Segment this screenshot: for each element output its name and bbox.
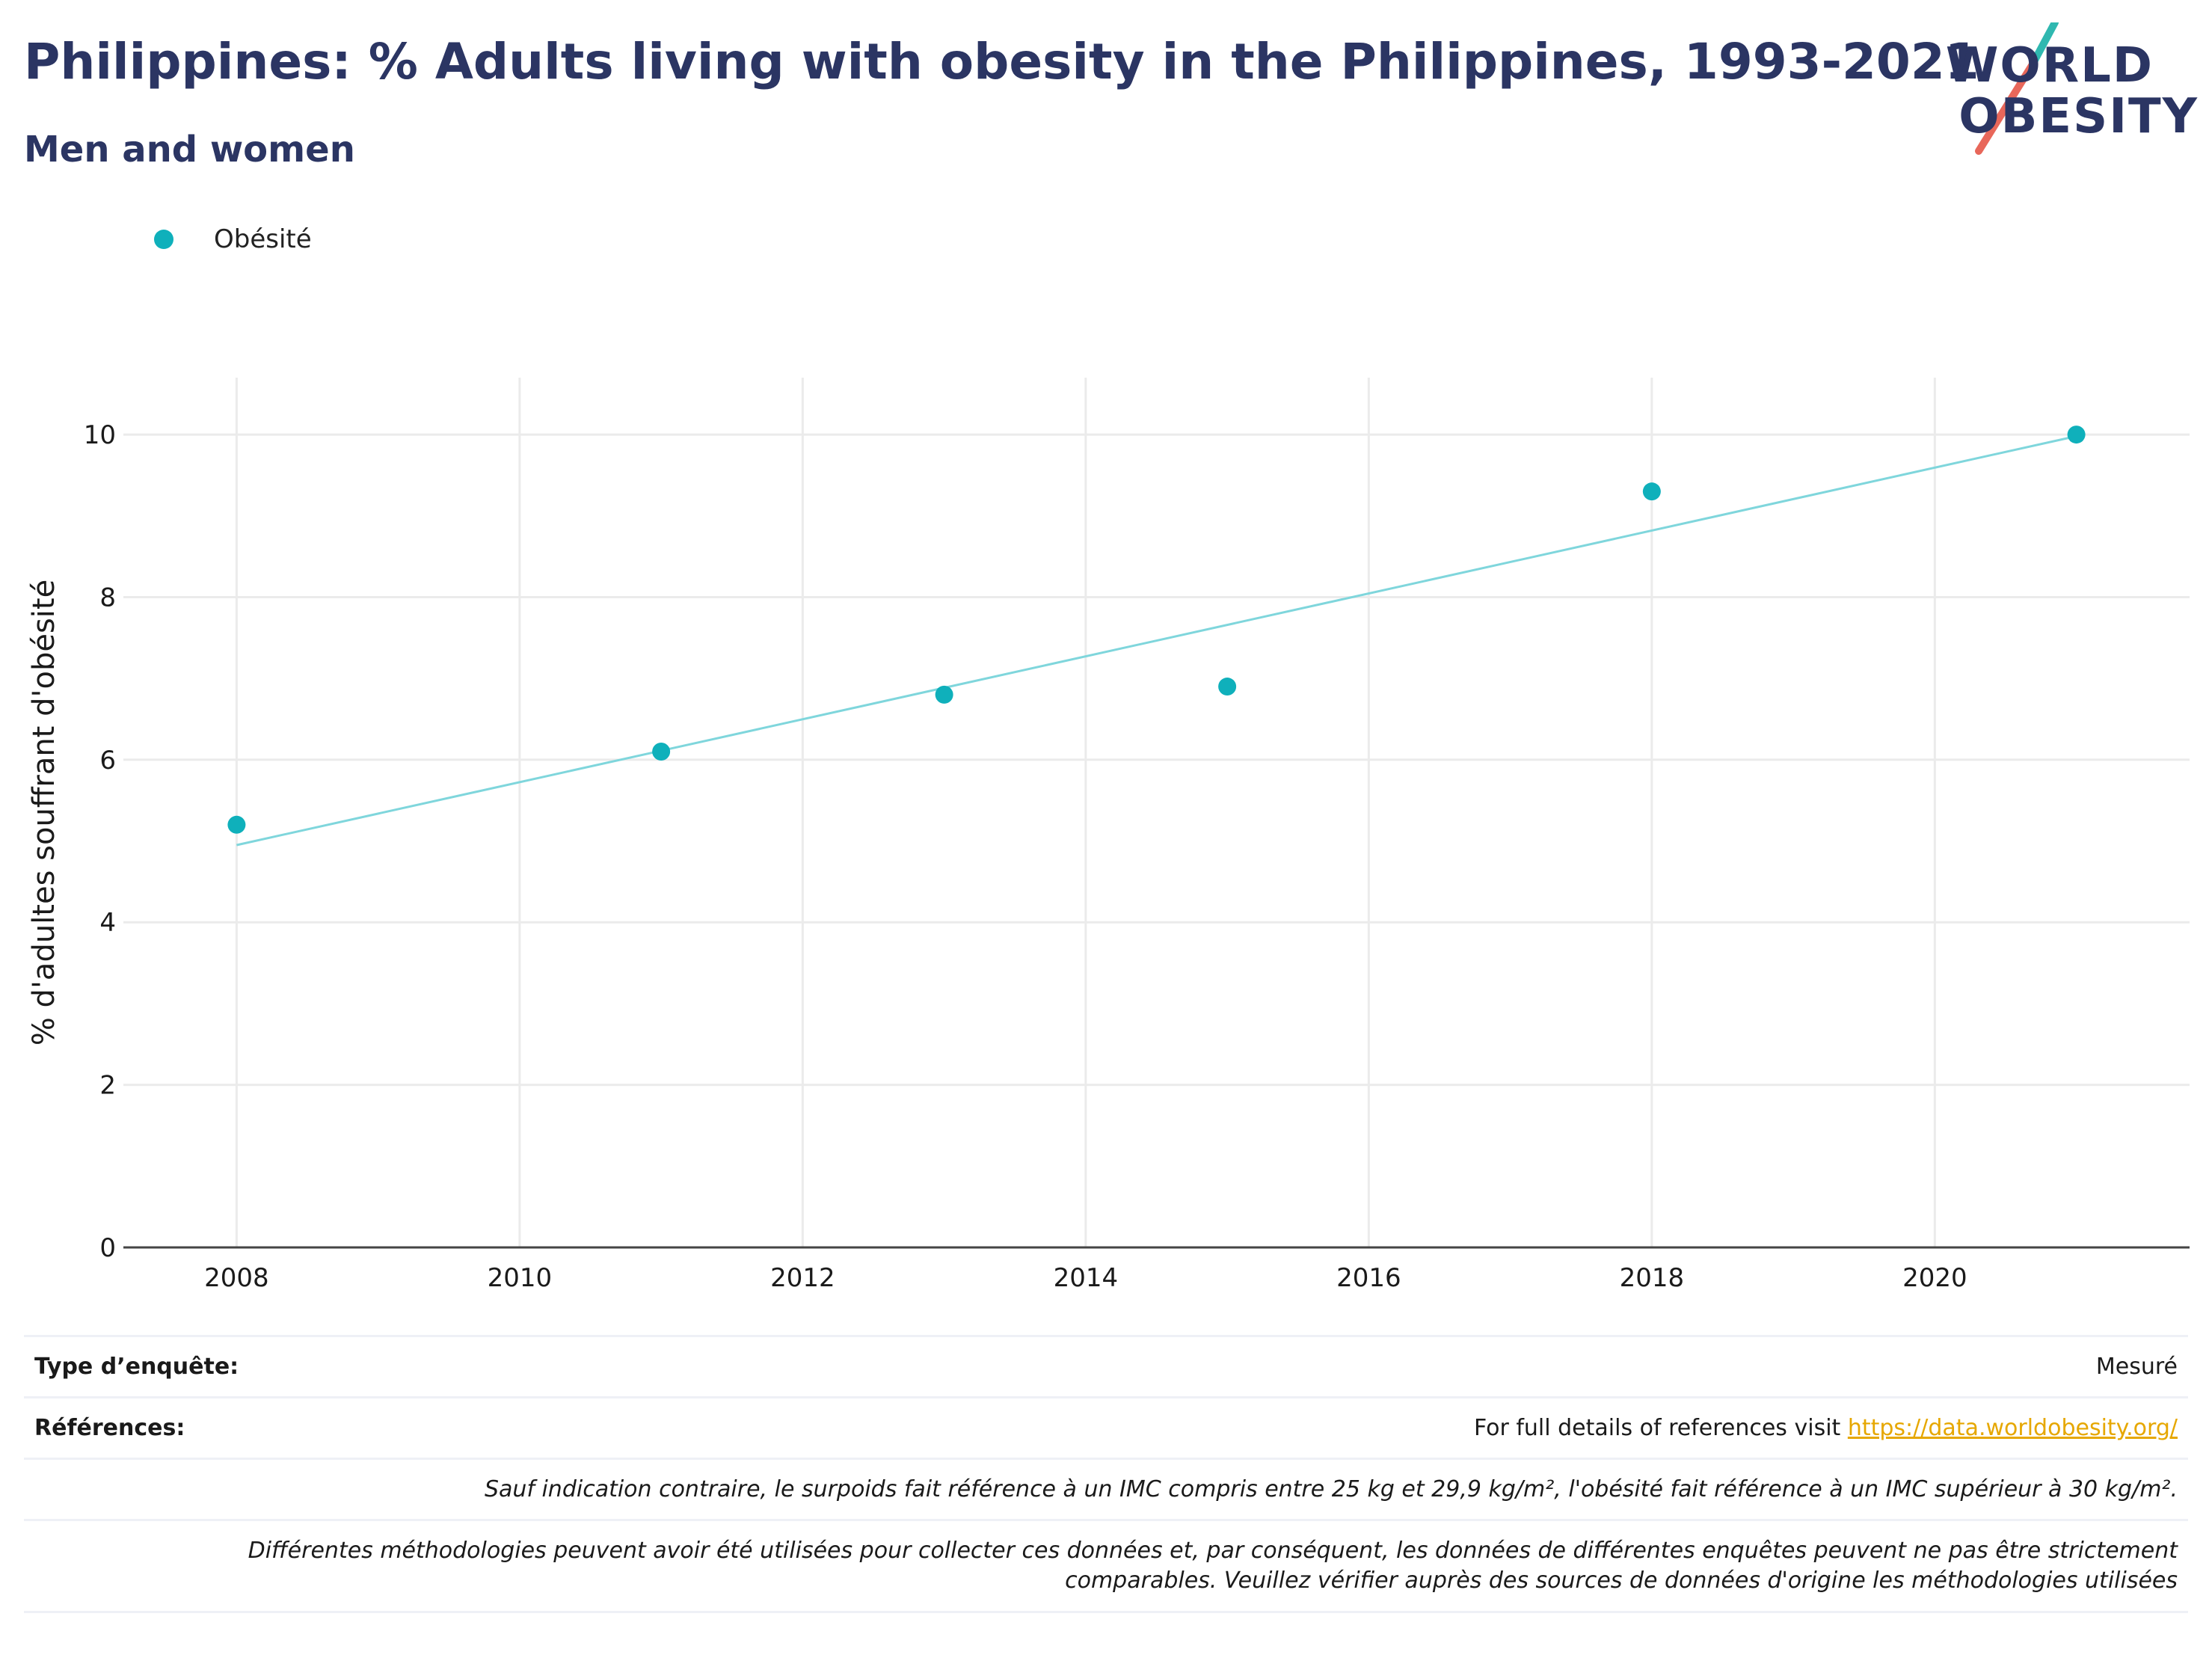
y-tick-label: 8 <box>99 583 116 612</box>
x-tick-label: 2020 <box>1902 1263 1967 1293</box>
y-tick-label: 10 <box>84 420 116 450</box>
data-point <box>227 815 246 834</box>
logo-word-world: WORLD <box>1945 38 2154 93</box>
definition-note: Sauf indication contraire, le surpoids f… <box>484 1476 2178 1502</box>
x-tick-label: 2010 <box>488 1263 553 1293</box>
y-tick-label: 4 <box>99 908 116 938</box>
scatter-chart: 2008 2010 2012 2014 2016 2018 2020 0 2 4 6 8 10 % d… <box>27 378 2190 1293</box>
methodology-note-line1: Différentes méthodologies peuvent avoir … <box>248 1538 2178 1564</box>
chart-title: Philippines: % Adults living with obesit… <box>24 33 1979 90</box>
chart-subtitle: Men and women <box>24 129 355 171</box>
survey-type-value: Mesuré <box>2095 1354 2178 1380</box>
references-link[interactable]: https://data.worldobesity.org/ <box>1847 1415 2178 1441</box>
y-axis-label: % d'adultes souffrant d'obésité <box>27 580 61 1045</box>
legend-label: Obésité <box>214 224 312 254</box>
logo-word-obesity: OBESITY <box>1958 89 2199 144</box>
y-tick-label: 2 <box>99 1071 116 1101</box>
references-row: Références: For full details of referenc… <box>24 1396 2188 1458</box>
data-point <box>2067 426 2086 444</box>
x-tick-label: 2014 <box>1054 1263 1119 1293</box>
trend-layer <box>236 435 2077 847</box>
data-point <box>1642 482 1661 501</box>
references-label: Références: <box>34 1415 185 1441</box>
methodology-note: Différentes méthodologies peuvent avoir … <box>34 1536 2178 1596</box>
legend-marker-icon <box>154 230 173 249</box>
x-tick-label: 2018 <box>1620 1263 1685 1293</box>
grid-lines <box>123 378 2190 1247</box>
y-axis: 0 2 4 6 8 10 <box>84 420 116 1263</box>
definition-note-row: Sauf indication contraire, le surpoids f… <box>24 1458 2188 1519</box>
x-tick-label: 2016 <box>1336 1263 1401 1293</box>
data-point <box>652 742 671 761</box>
y-tick-label: 6 <box>99 746 116 776</box>
survey-type-label: Type d’enquête: <box>34 1354 239 1380</box>
survey-type-row: Type d’enquête: Mesuré <box>24 1335 2188 1396</box>
trend-line <box>236 435 2077 847</box>
x-axis: 2008 2010 2012 2014 2016 2018 2020 <box>123 1246 2190 1293</box>
y-tick-label: 0 <box>99 1233 116 1263</box>
data-point <box>935 685 953 704</box>
data-points <box>227 426 2086 834</box>
x-tick-label: 2008 <box>204 1263 269 1293</box>
data-point <box>1218 678 1237 696</box>
info-table: Type d’enquête: Mesuré Références: For f… <box>24 1335 2188 1613</box>
methodology-note-line2: comparables. Veuillez vérifier auprès de… <box>1065 1568 2178 1594</box>
x-tick-label: 2012 <box>770 1263 835 1293</box>
methodology-note-row: Différentes méthodologies peuvent avoir … <box>24 1519 2188 1613</box>
references-text: For full details of references visit <box>1473 1415 1848 1441</box>
logo-slash-icon <box>1975 22 2059 155</box>
chart-legend[interactable]: Obésité <box>154 224 312 254</box>
references-value: For full details of references visit htt… <box>1474 1415 2178 1441</box>
world-obesity-logo[interactable]: WORLD OBESITY <box>1944 22 2199 165</box>
